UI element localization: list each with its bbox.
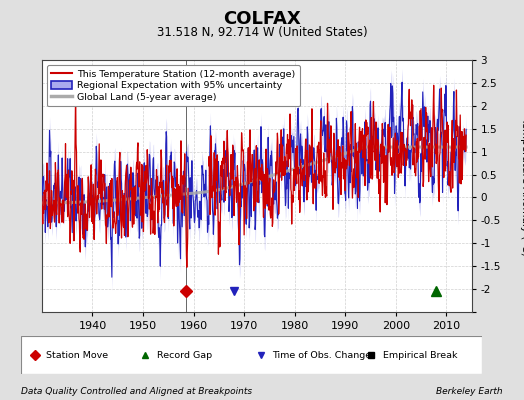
Text: Berkeley Earth: Berkeley Earth [436,387,503,396]
FancyBboxPatch shape [21,336,482,374]
Text: Empirical Break: Empirical Break [383,350,457,360]
Text: Record Gap: Record Gap [157,350,212,360]
Legend: This Temperature Station (12-month average), Regional Expectation with 95% uncer: This Temperature Station (12-month avera… [47,65,300,106]
Text: COLFAX: COLFAX [223,10,301,28]
Text: 31.518 N, 92.714 W (United States): 31.518 N, 92.714 W (United States) [157,26,367,39]
Text: Station Move: Station Move [46,350,108,360]
Text: Data Quality Controlled and Aligned at Breakpoints: Data Quality Controlled and Aligned at B… [21,387,252,396]
Y-axis label: Temperature Anomaly (°C): Temperature Anomaly (°C) [520,116,524,256]
Text: Time of Obs. Change: Time of Obs. Change [272,350,372,360]
